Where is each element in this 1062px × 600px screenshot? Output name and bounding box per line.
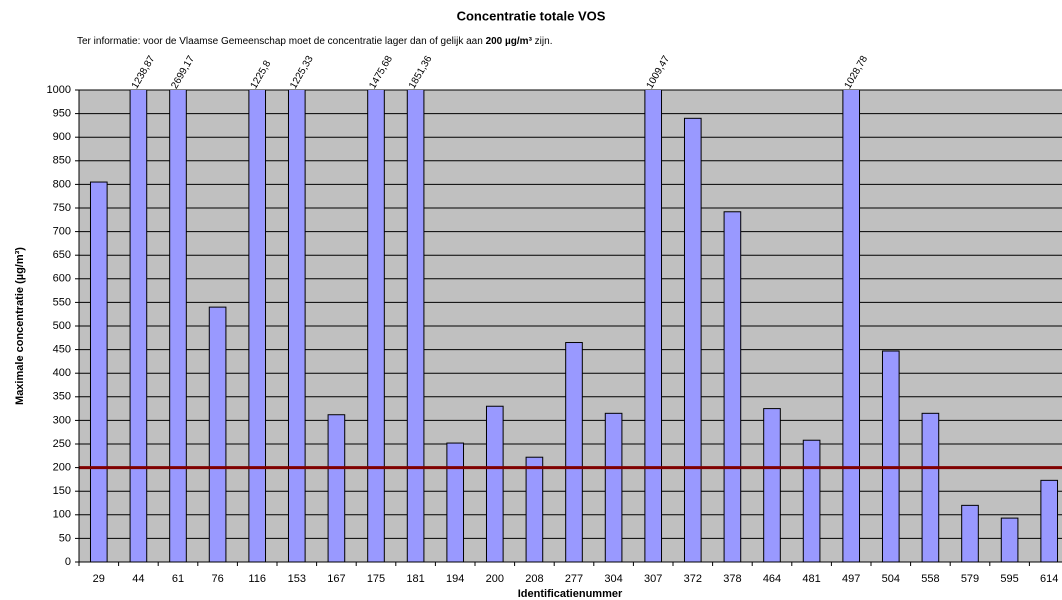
bar [1000, 517, 1019, 562]
x-tick-label: 116 [248, 573, 266, 585]
x-tick-label: 194 [446, 573, 464, 585]
x-tick-label: 277 [565, 573, 583, 585]
y-tick-label: 600 [53, 273, 71, 285]
bar [287, 90, 306, 562]
bar [802, 439, 821, 562]
bar [683, 117, 702, 562]
bar [485, 405, 504, 562]
bar [881, 350, 900, 562]
value-label: 1225,8 [249, 58, 274, 90]
y-tick-label: 150 [53, 485, 71, 497]
x-tick-label: 29 [93, 573, 105, 585]
x-tick-label: 175 [367, 573, 385, 585]
value-label: 2699,17 [169, 54, 197, 91]
value-label: 1851,36 [407, 54, 435, 91]
x-tick-label: 61 [172, 573, 184, 585]
y-tick-label: 450 [53, 344, 71, 356]
x-tick-label: 153 [288, 573, 306, 585]
x-tick-label: 378 [723, 573, 741, 585]
chart-title: Concentratie totale VOS [457, 8, 606, 23]
y-tick-label: 850 [53, 155, 71, 167]
chart-subtitle: Ter informatie: voor de Vlaamse Gemeensc… [77, 36, 552, 47]
y-tick-label: 50 [59, 532, 71, 544]
x-tick-label: 464 [763, 573, 781, 585]
x-tick-label: 208 [525, 573, 543, 585]
x-tick-label: 167 [327, 573, 345, 585]
bar [763, 408, 781, 562]
x-tick-label: 504 [882, 573, 900, 585]
x-tick-label: 481 [802, 573, 820, 585]
bar [446, 442, 465, 562]
bar [169, 90, 187, 562]
y-tick-label: 650 [53, 249, 71, 261]
y-tick-label: 550 [53, 296, 71, 308]
x-tick-label: 558 [921, 573, 939, 585]
x-axis-label: Identificatienummer [518, 588, 623, 600]
x-tick-label: 76 [211, 573, 223, 585]
bar [406, 90, 425, 562]
y-tick-label: 500 [53, 320, 71, 332]
bar [961, 504, 979, 562]
x-tick-label: 614 [1040, 573, 1058, 585]
y-tick-label: 750 [53, 202, 71, 214]
y-tick-label: 400 [53, 367, 71, 379]
x-tick-label: 595 [1000, 573, 1018, 585]
bar [208, 306, 227, 562]
y-tick-label: 0 [65, 556, 71, 568]
x-tick-label: 304 [604, 573, 622, 585]
value-label: 1009,47 [645, 54, 673, 91]
x-tick-label: 200 [486, 573, 504, 585]
x-tick-label: 372 [684, 573, 702, 585]
y-tick-label: 950 [53, 108, 71, 120]
x-tick-label: 497 [842, 573, 860, 585]
y-tick-label: 300 [53, 414, 71, 426]
y-axis-label: Maximale concentratie (µg/m³) [14, 247, 26, 405]
subtitle-part: zijn. [532, 36, 553, 47]
y-tick-label: 1000 [47, 84, 71, 96]
bar [565, 342, 583, 562]
x-tick-label: 181 [406, 573, 424, 585]
y-tick-label: 800 [53, 178, 71, 190]
x-tick-label: 307 [644, 573, 662, 585]
y-tick-label: 250 [53, 438, 71, 450]
bar [89, 181, 108, 562]
bar [604, 412, 623, 562]
value-label: 1475,68 [367, 54, 395, 91]
subtitle-part: 200 µg/m³ [486, 36, 533, 47]
y-tick-label: 100 [53, 509, 71, 521]
y-tick-label: 700 [53, 226, 71, 238]
bar [644, 90, 663, 562]
value-label: 1028,78 [843, 54, 871, 91]
bar [921, 412, 940, 562]
bar [1040, 479, 1059, 562]
bar [129, 90, 148, 562]
x-tick-label: 44 [132, 573, 144, 585]
y-tick-label: 350 [53, 391, 71, 403]
value-label: 1225,33 [288, 54, 316, 91]
y-tick-label: 900 [53, 131, 71, 143]
y-tick-label: 200 [53, 462, 71, 474]
bar [327, 414, 346, 562]
x-tick-label: 579 [961, 573, 979, 585]
bars [89, 90, 1059, 562]
subtitle-part: Ter informatie: voor de Vlaamse Gemeensc… [77, 36, 486, 47]
bar [723, 211, 742, 562]
value-label: 1238,87 [130, 54, 158, 91]
bar [525, 456, 544, 562]
bar [842, 90, 861, 562]
